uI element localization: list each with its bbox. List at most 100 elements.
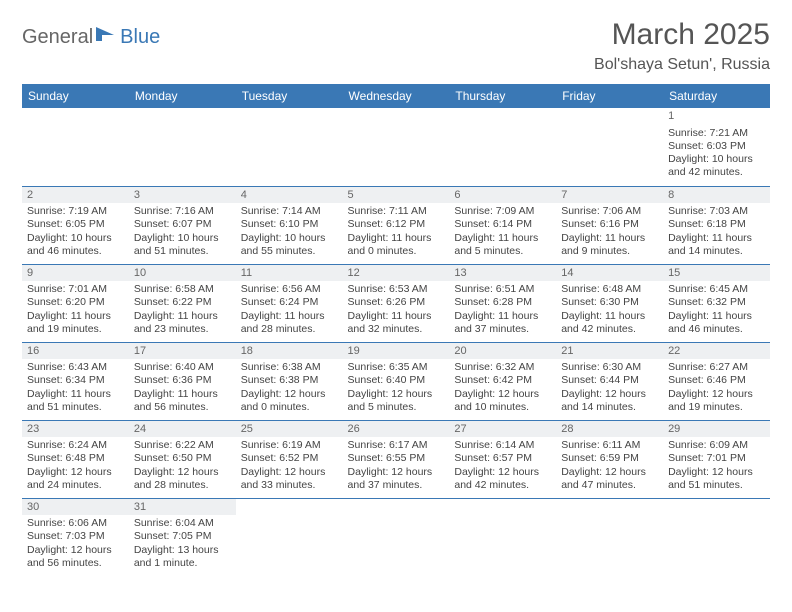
sunrise-text: Sunrise: 7:09 AM bbox=[454, 205, 551, 218]
sunrise-text: Sunrise: 6:14 AM bbox=[454, 439, 551, 452]
day-number: 18 bbox=[236, 343, 343, 360]
calendar-cell: 21Sunrise: 6:30 AMSunset: 6:44 PMDayligh… bbox=[556, 342, 663, 420]
daylight-text: Daylight: 12 hours and 33 minutes. bbox=[241, 466, 338, 492]
sunset-text: Sunset: 6:59 PM bbox=[561, 452, 658, 465]
calendar-week: 1Sunrise: 7:21 AMSunset: 6:03 PMDaylight… bbox=[22, 108, 770, 186]
calendar-cell: 14Sunrise: 6:48 AMSunset: 6:30 PMDayligh… bbox=[556, 264, 663, 342]
daylight-text: Daylight: 10 hours and 46 minutes. bbox=[27, 232, 124, 258]
daylight-text: Daylight: 10 hours and 55 minutes. bbox=[241, 232, 338, 258]
calendar-cell: 10Sunrise: 6:58 AMSunset: 6:22 PMDayligh… bbox=[129, 264, 236, 342]
calendar-cell-empty bbox=[556, 498, 663, 576]
sunrise-text: Sunrise: 6:06 AM bbox=[27, 517, 124, 530]
sunset-text: Sunset: 6:34 PM bbox=[27, 374, 124, 387]
calendar-cell: 9Sunrise: 7:01 AMSunset: 6:20 PMDaylight… bbox=[22, 264, 129, 342]
sunrise-text: Sunrise: 7:21 AM bbox=[668, 127, 765, 140]
calendar-week: 23Sunrise: 6:24 AMSunset: 6:48 PMDayligh… bbox=[22, 420, 770, 498]
sunset-text: Sunset: 6:10 PM bbox=[241, 218, 338, 231]
day-number: 7 bbox=[556, 187, 663, 204]
sunset-text: Sunset: 6:07 PM bbox=[134, 218, 231, 231]
calendar-cell: 2Sunrise: 7:19 AMSunset: 6:05 PMDaylight… bbox=[22, 186, 129, 264]
sunset-text: Sunset: 7:05 PM bbox=[134, 530, 231, 543]
daylight-text: Daylight: 13 hours and 1 minute. bbox=[134, 544, 231, 570]
calendar-cell-empty bbox=[343, 108, 450, 186]
calendar-cell: 17Sunrise: 6:40 AMSunset: 6:36 PMDayligh… bbox=[129, 342, 236, 420]
calendar-week: 30Sunrise: 6:06 AMSunset: 7:03 PMDayligh… bbox=[22, 498, 770, 576]
calendar-cell: 7Sunrise: 7:06 AMSunset: 6:16 PMDaylight… bbox=[556, 186, 663, 264]
sunrise-text: Sunrise: 6:27 AM bbox=[668, 361, 765, 374]
daylight-text: Daylight: 11 hours and 51 minutes. bbox=[27, 388, 124, 414]
day-number: 29 bbox=[663, 421, 770, 438]
title-block: March 2025 Bol'shaya Setun', Russia bbox=[594, 18, 770, 74]
calendar-week: 9Sunrise: 7:01 AMSunset: 6:20 PMDaylight… bbox=[22, 264, 770, 342]
calendar-cell: 31Sunrise: 6:04 AMSunset: 7:05 PMDayligh… bbox=[129, 498, 236, 576]
daylight-text: Daylight: 11 hours and 28 minutes. bbox=[241, 310, 338, 336]
day-header-tuesday: Tuesday bbox=[236, 84, 343, 108]
calendar-cell-empty bbox=[22, 108, 129, 186]
calendar-cell: 5Sunrise: 7:11 AMSunset: 6:12 PMDaylight… bbox=[343, 186, 450, 264]
sunrise-text: Sunrise: 6:45 AM bbox=[668, 283, 765, 296]
sunrise-text: Sunrise: 6:30 AM bbox=[561, 361, 658, 374]
sunset-text: Sunset: 6:30 PM bbox=[561, 296, 658, 309]
daylight-text: Daylight: 11 hours and 32 minutes. bbox=[348, 310, 445, 336]
sunset-text: Sunset: 6:50 PM bbox=[134, 452, 231, 465]
day-number: 17 bbox=[129, 343, 236, 360]
sunset-text: Sunset: 6:22 PM bbox=[134, 296, 231, 309]
sunrise-text: Sunrise: 6:11 AM bbox=[561, 439, 658, 452]
day-number: 8 bbox=[663, 187, 770, 204]
sunset-text: Sunset: 6:48 PM bbox=[27, 452, 124, 465]
logo-flag-icon bbox=[96, 26, 118, 49]
daylight-text: Daylight: 12 hours and 24 minutes. bbox=[27, 466, 124, 492]
sunrise-text: Sunrise: 6:22 AM bbox=[134, 439, 231, 452]
sunrise-text: Sunrise: 7:19 AM bbox=[27, 205, 124, 218]
calendar-cell: 6Sunrise: 7:09 AMSunset: 6:14 PMDaylight… bbox=[449, 186, 556, 264]
day-number: 22 bbox=[663, 343, 770, 360]
sunrise-text: Sunrise: 6:19 AM bbox=[241, 439, 338, 452]
day-header-wednesday: Wednesday bbox=[343, 84, 450, 108]
daylight-text: Daylight: 12 hours and 19 minutes. bbox=[668, 388, 765, 414]
calendar-cell: 11Sunrise: 6:56 AMSunset: 6:24 PMDayligh… bbox=[236, 264, 343, 342]
sunrise-text: Sunrise: 7:14 AM bbox=[241, 205, 338, 218]
daylight-text: Daylight: 12 hours and 37 minutes. bbox=[348, 466, 445, 492]
daylight-text: Daylight: 12 hours and 28 minutes. bbox=[134, 466, 231, 492]
calendar-cell: 27Sunrise: 6:14 AMSunset: 6:57 PMDayligh… bbox=[449, 420, 556, 498]
day-header-saturday: Saturday bbox=[663, 84, 770, 108]
location: Bol'shaya Setun', Russia bbox=[594, 56, 770, 74]
sunset-text: Sunset: 6:20 PM bbox=[27, 296, 124, 309]
sunset-text: Sunset: 7:03 PM bbox=[27, 530, 124, 543]
day-number: 9 bbox=[22, 265, 129, 282]
sunrise-text: Sunrise: 6:38 AM bbox=[241, 361, 338, 374]
daylight-text: Daylight: 11 hours and 37 minutes. bbox=[454, 310, 551, 336]
sunrise-text: Sunrise: 7:16 AM bbox=[134, 205, 231, 218]
day-number: 5 bbox=[343, 187, 450, 204]
day-number: 3 bbox=[129, 187, 236, 204]
sunset-text: Sunset: 6:24 PM bbox=[241, 296, 338, 309]
daylight-text: Daylight: 12 hours and 10 minutes. bbox=[454, 388, 551, 414]
daylight-text: Daylight: 12 hours and 56 minutes. bbox=[27, 544, 124, 570]
calendar-cell-empty bbox=[449, 108, 556, 186]
calendar-cell: 24Sunrise: 6:22 AMSunset: 6:50 PMDayligh… bbox=[129, 420, 236, 498]
sunrise-text: Sunrise: 6:35 AM bbox=[348, 361, 445, 374]
day-number: 4 bbox=[236, 187, 343, 204]
calendar-cell-empty bbox=[129, 108, 236, 186]
day-header-friday: Friday bbox=[556, 84, 663, 108]
calendar-cell: 4Sunrise: 7:14 AMSunset: 6:10 PMDaylight… bbox=[236, 186, 343, 264]
calendar-table: SundayMondayTuesdayWednesdayThursdayFrid… bbox=[22, 84, 770, 576]
sunrise-text: Sunrise: 6:32 AM bbox=[454, 361, 551, 374]
sunset-text: Sunset: 6:03 PM bbox=[668, 140, 765, 153]
sunrise-text: Sunrise: 6:04 AM bbox=[134, 517, 231, 530]
calendar-cell: 23Sunrise: 6:24 AMSunset: 6:48 PMDayligh… bbox=[22, 420, 129, 498]
day-number: 15 bbox=[663, 265, 770, 282]
day-number: 11 bbox=[236, 265, 343, 282]
sunrise-text: Sunrise: 6:58 AM bbox=[134, 283, 231, 296]
daylight-text: Daylight: 11 hours and 0 minutes. bbox=[348, 232, 445, 258]
sunrise-text: Sunrise: 6:48 AM bbox=[561, 283, 658, 296]
sunrise-text: Sunrise: 7:06 AM bbox=[561, 205, 658, 218]
day-header-thursday: Thursday bbox=[449, 84, 556, 108]
daylight-text: Daylight: 12 hours and 47 minutes. bbox=[561, 466, 658, 492]
sunset-text: Sunset: 6:28 PM bbox=[454, 296, 551, 309]
calendar-cell: 25Sunrise: 6:19 AMSunset: 6:52 PMDayligh… bbox=[236, 420, 343, 498]
logo: General Blue bbox=[22, 18, 160, 49]
month-title: March 2025 bbox=[594, 18, 770, 52]
day-header-sunday: Sunday bbox=[22, 84, 129, 108]
sunrise-text: Sunrise: 6:43 AM bbox=[27, 361, 124, 374]
